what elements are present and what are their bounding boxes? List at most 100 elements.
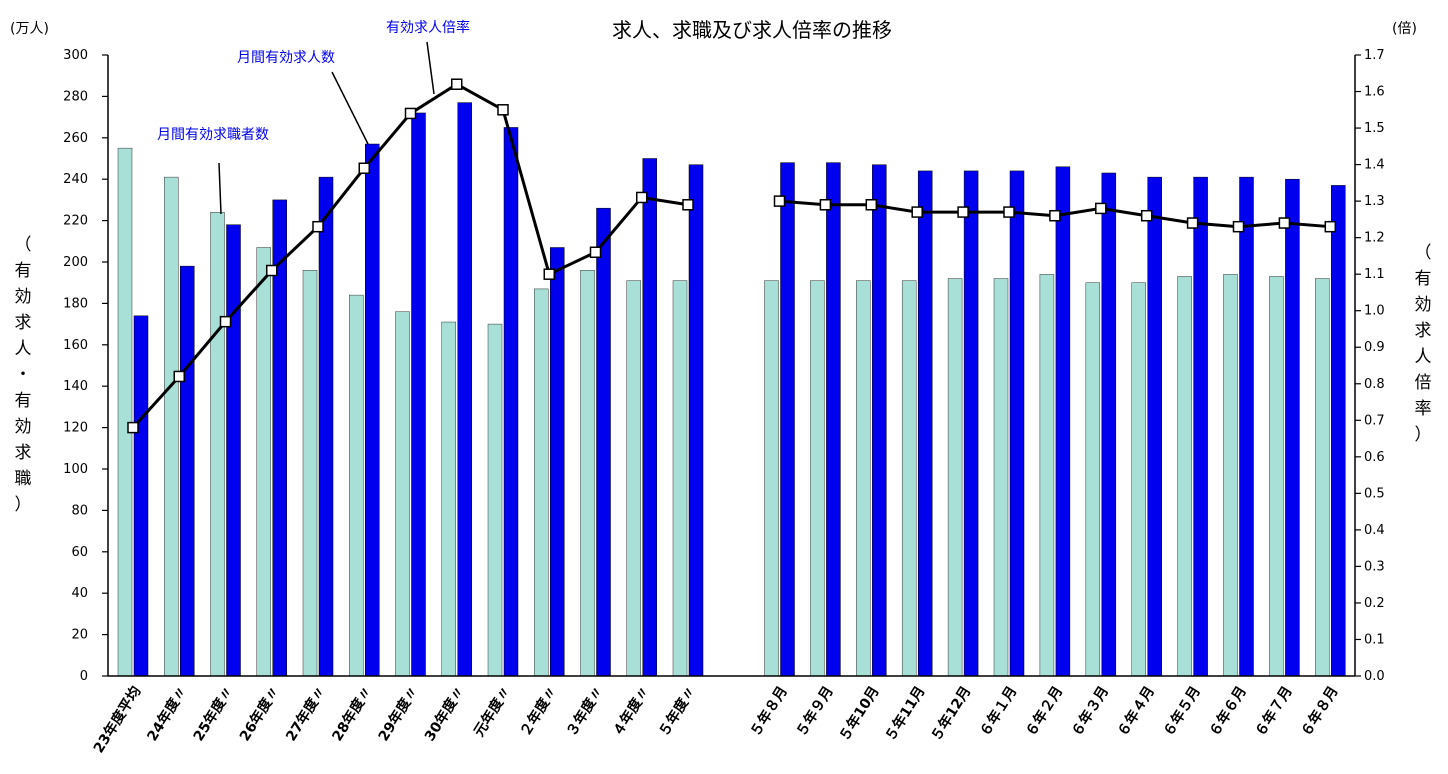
right-tick-label: 1.7: [1364, 48, 1385, 63]
category-label: ６年１月: [976, 683, 1020, 739]
right-tick-label: 1.0: [1364, 304, 1385, 319]
bar-job-offers: [133, 315, 149, 677]
ratio-point: [1140, 209, 1153, 222]
bar-job-seekers: [764, 280, 779, 677]
category-label: 23年度平均: [90, 683, 144, 756]
bar-job-seekers: [1177, 276, 1192, 677]
left-tick-label: 40: [71, 586, 88, 601]
bar-job-offers: [826, 162, 841, 677]
left-tick-label: 300: [63, 48, 88, 63]
bar-job-offers: [1055, 166, 1071, 677]
left-tick-label: 120: [63, 421, 88, 436]
ratio-point: [819, 199, 832, 211]
left-tick-label: 140: [63, 379, 88, 394]
ratio-point: [358, 162, 370, 174]
left-axis-title-char: 職: [15, 469, 32, 489]
ratio-point: [127, 421, 139, 434]
bar-job-seekers: [534, 288, 549, 677]
category-label: ６年５月: [1160, 683, 1204, 739]
bar-job-offers: [318, 176, 334, 677]
right-tick-label: 0.9: [1364, 340, 1385, 355]
callout-line-ratio: [426, 41, 435, 95]
bar-job-offers: [1285, 178, 1300, 677]
left-tick-label: 20: [71, 628, 88, 643]
category-label: ５年度〃: [655, 683, 699, 739]
bar-job-seekers: [901, 280, 917, 677]
legend-offers: 月間有効求人数: [237, 50, 335, 66]
bar-job-offers: [503, 127, 519, 677]
right-axis-title: （ 有効求人倍率 ）: [1415, 243, 1432, 445]
left-axis-title-char: ・: [15, 365, 32, 385]
bar-job-seekers: [395, 311, 410, 677]
bar-job-seekers: [349, 294, 364, 677]
category-label: 28年度〃: [329, 683, 376, 744]
ratio-point: [1324, 220, 1337, 233]
ratio-point: [266, 264, 278, 277]
bar-job-seekers: [210, 212, 225, 677]
ratio-point: [1003, 206, 1015, 218]
bar-job-offers: [1101, 172, 1117, 677]
ratio-point: [312, 220, 324, 233]
bar-job-offers: [1009, 170, 1025, 677]
bar-job-offers: [411, 112, 426, 677]
bar-job-offers: [688, 164, 704, 677]
bar-job-offers: [1193, 176, 1208, 677]
ratio-point: [636, 191, 648, 204]
bar-job-seekers: [672, 280, 688, 677]
category-label: 29年度〃: [375, 683, 422, 744]
right-tick-label: 0.3: [1364, 559, 1385, 574]
right-tick-label: 0.2: [1364, 596, 1385, 611]
right-axis-title-char: ）: [1415, 425, 1432, 445]
bar-job-seekers: [993, 278, 1009, 677]
category-label: ６年８月: [1298, 683, 1342, 739]
bar-job-offers: [550, 247, 565, 677]
category-label: 24年度〃: [144, 683, 191, 744]
category-label: 元年度〃: [470, 683, 514, 739]
right-axis-unit: (倍): [1392, 21, 1417, 37]
bar-job-seekers: [487, 323, 503, 677]
right-tick-label: 1.6: [1364, 85, 1385, 100]
category-label: ６年６月: [1206, 683, 1250, 739]
bar-job-seekers: [856, 280, 871, 677]
ratio-point: [451, 78, 463, 90]
right-axis-title-char: 率: [1415, 399, 1432, 419]
ratio-point: [589, 246, 602, 259]
callout-line-offers: [331, 71, 369, 145]
bar-job-seekers: [810, 280, 825, 677]
left-tick-label: 260: [63, 131, 88, 146]
category-label: ３年度〃: [563, 683, 607, 739]
category-label: ５年11月: [882, 683, 929, 744]
legend-seekers: 月間有効求職者数: [157, 127, 269, 143]
right-tick-label: 0.4: [1364, 523, 1385, 538]
ratio-point: [404, 107, 417, 120]
left-tick-label: 80: [71, 503, 88, 518]
left-axis-title-char: 求: [15, 443, 32, 463]
category-label: ５年10月: [836, 683, 883, 744]
bar-series: [117, 102, 1346, 677]
ratio-point: [219, 315, 232, 328]
bar-job-offers: [917, 170, 933, 677]
category-label: ４年度〃: [609, 683, 653, 739]
right-tick-label: 1.2: [1364, 231, 1385, 246]
left-axis-title-char: 有: [15, 391, 32, 411]
bar-job-offers: [963, 170, 979, 677]
right-tick-label: 1.1: [1364, 267, 1385, 282]
left-axis-ticks: 0 20 40 60 80 100 120 140 160 180 200 220 240 260 280 3…: [63, 48, 108, 684]
left-tick-label: 160: [63, 338, 88, 353]
right-tick-label: 0.0: [1364, 669, 1385, 684]
category-label: ５年８月: [747, 683, 791, 739]
right-axis-title-char: （: [1415, 243, 1432, 263]
ratio-point: [543, 268, 555, 280]
bar-job-offers: [1239, 176, 1254, 677]
ratio-point: [957, 206, 969, 218]
bar-job-offers: [596, 207, 611, 677]
left-axis-title-char: 効: [15, 417, 32, 437]
bar-job-seekers: [1223, 274, 1238, 677]
right-tick-label: 1.5: [1364, 121, 1385, 136]
bar-job-seekers: [1085, 282, 1101, 677]
category-label: ６年７月: [1252, 683, 1296, 739]
left-tick-label: 100: [63, 462, 88, 477]
left-tick-label: 180: [63, 296, 88, 311]
bar-job-seekers: [302, 270, 318, 677]
chart-title: 求人、求職及び求人倍率の推移: [612, 18, 892, 42]
